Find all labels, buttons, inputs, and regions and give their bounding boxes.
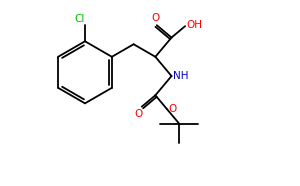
Text: NH: NH [173, 71, 188, 81]
Text: O: O [151, 13, 159, 23]
Text: O: O [134, 109, 142, 119]
Text: OH: OH [187, 20, 202, 30]
Text: Cl: Cl [74, 14, 85, 24]
Text: O: O [169, 105, 177, 114]
